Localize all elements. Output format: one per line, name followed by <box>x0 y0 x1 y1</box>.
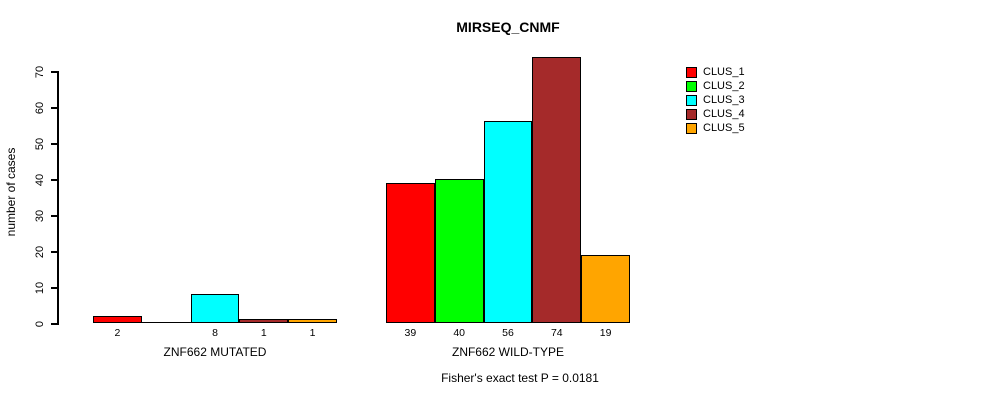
bar-value-label: 19 <box>599 327 612 339</box>
legend-item-label: CLUS_1 <box>703 66 745 78</box>
group-label-znf662-wild-type: ZNF662 WILD-TYPE <box>451 345 565 359</box>
legend-item-label: CLUS_5 <box>703 122 745 134</box>
legend-swatch-clus-5 <box>686 122 697 134</box>
bar-clus-3-znf662-wild-type <box>483 121 533 323</box>
y-axis-line <box>57 71 59 325</box>
legend-item-label: CLUS_3 <box>703 94 745 106</box>
group-label-znf662-mutated: ZNF662 MUTATED <box>163 345 267 359</box>
bar-value-label: 1 <box>260 327 267 339</box>
y-axis-tick-label: 10 <box>34 281 46 294</box>
legend-swatch-clus-4 <box>686 108 697 120</box>
bar-clus-4-znf662-wild-type <box>532 56 582 323</box>
bar-clus-1-znf662-wild-type <box>386 182 435 323</box>
bar-clus-3-znf662-mutated <box>190 294 240 323</box>
bar-value-label: 1 <box>309 327 316 339</box>
legend-item-clus-3: CLUS_3 <box>686 93 745 107</box>
bar-value-label: 8 <box>212 327 218 339</box>
y-axis-tick <box>51 251 57 253</box>
y-axis-tick <box>51 287 57 289</box>
y-axis-tick <box>51 323 57 325</box>
bar-value-label: 40 <box>453 327 466 339</box>
legend-item-clus-4: CLUS_4 <box>686 107 745 121</box>
bar-clus-5-znf662-mutated <box>288 319 337 323</box>
y-axis-tick <box>51 71 57 73</box>
y-axis-tick-label: 70 <box>34 65 46 78</box>
y-axis-tick <box>51 143 57 145</box>
bar-clus-4-znf662-mutated <box>239 319 289 323</box>
bar-clus-2-znf662-mutated <box>141 321 191 323</box>
bar-value-label: 2 <box>114 327 121 339</box>
legend-item-clus-2: CLUS_2 <box>686 79 745 93</box>
y-axis-tick-label: 50 <box>34 137 46 150</box>
y-axis-tick <box>51 215 57 217</box>
legend-swatch-clus-1 <box>686 66 697 78</box>
y-axis-tick-label: 40 <box>34 173 46 186</box>
bar-clus-2-znf662-wild-type <box>434 179 484 323</box>
fisher-test-annotation: Fisher's exact test P = 0.0181 <box>441 371 599 385</box>
legend-swatch-clus-3 <box>686 94 697 106</box>
y-axis-tick-label: 20 <box>34 245 46 258</box>
legend-swatch-clus-2 <box>686 80 697 92</box>
legend-item-label: CLUS_4 <box>703 108 745 120</box>
bar-clus-5-znf662-wild-type <box>581 254 630 323</box>
legend-item-label: CLUS_2 <box>703 80 745 92</box>
bar-value-label: 39 <box>404 327 417 339</box>
y-axis-tick-label: 60 <box>34 101 46 114</box>
bar-value-label: 74 <box>550 327 563 339</box>
y-axis-tick-label: 30 <box>34 209 46 222</box>
y-axis-label: number of cases <box>4 147 18 237</box>
y-axis-tick <box>51 179 57 181</box>
bar-value-label: 56 <box>502 327 514 339</box>
legend-item-clus-5: CLUS_5 <box>686 121 745 135</box>
y-axis-tick-label: 0 <box>34 320 46 327</box>
bar-clus-1-znf662-mutated <box>93 315 142 323</box>
legend: CLUS_1 CLUS_2 CLUS_3 CLUS_4 CLUS_5 <box>686 65 745 135</box>
legend-item-clus-1: CLUS_1 <box>686 65 745 79</box>
chart-title: MIRSEQ_CNMF <box>456 19 560 35</box>
y-axis-tick <box>51 107 57 109</box>
